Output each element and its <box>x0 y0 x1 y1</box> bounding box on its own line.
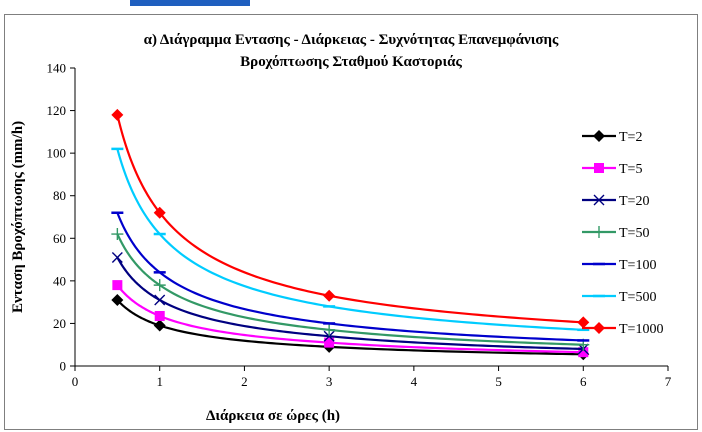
series-t-1000 <box>111 108 590 329</box>
y-tick-label: 80 <box>53 188 66 203</box>
legend-entry: T=2 <box>582 130 642 145</box>
data-point <box>153 319 166 332</box>
legend: T=2 T=5 T=20 T=50 T=100 T=500 T=1000 <box>582 130 663 337</box>
series-t-50 <box>111 228 590 351</box>
data-point <box>153 206 166 219</box>
legend-label: T=20 <box>619 194 649 209</box>
series-line <box>116 212 584 342</box>
legend-entry: T=1000 <box>582 322 663 337</box>
series-line <box>116 233 584 346</box>
data-point <box>111 294 124 307</box>
x-tick-label: 4 <box>411 374 418 389</box>
chart-frame <box>4 14 698 430</box>
legend-entry: T=100 <box>582 258 656 273</box>
series-line <box>116 148 584 331</box>
chart-title-line-1: α) Διάγραμμα Εντασης - Διάρκειας - Συχνό… <box>144 32 559 48</box>
legend-entry: T=50 <box>582 226 649 241</box>
axes: 0 1 2 3 4 5 6 7 0 20 40 60 80 100 120 140 <box>47 61 672 390</box>
x-tick-label: 3 <box>326 374 333 389</box>
data-point <box>578 347 589 358</box>
data-point <box>111 228 124 241</box>
x-tick-label: 2 <box>241 374 248 389</box>
legend-entry: T=5 <box>582 162 642 177</box>
legend-marker <box>593 130 605 142</box>
legend-label: T=1000 <box>619 322 663 337</box>
data-point <box>323 323 336 336</box>
series-t-500 <box>111 147 590 332</box>
series-line <box>116 299 584 356</box>
x-tick-label: 6 <box>580 374 587 389</box>
legend-entry: T=500 <box>582 290 656 305</box>
x-tick-label: 5 <box>495 374 502 389</box>
y-tick-label: 120 <box>47 103 67 118</box>
y-tick-label: 140 <box>47 61 67 76</box>
y-tick-label: 60 <box>53 231 66 246</box>
y-tick-label: 40 <box>53 273 66 288</box>
y-tick-label: 100 <box>47 146 67 161</box>
data-point <box>154 294 166 306</box>
series-layer <box>111 108 590 361</box>
y-axis-label: Ενταση Βροχόπτωσης (mm/h) <box>10 121 26 313</box>
data-point <box>112 280 123 291</box>
legend-label: T=500 <box>619 290 656 305</box>
data-point <box>154 310 165 321</box>
top-decoration <box>130 0 250 6</box>
y-tick-label: 20 <box>53 316 66 331</box>
series-line <box>116 114 584 324</box>
series-line <box>116 256 584 351</box>
series-t-100 <box>111 211 590 342</box>
legend-label: T=100 <box>619 258 656 273</box>
data-point <box>111 251 123 263</box>
legend-marker <box>593 322 605 334</box>
legend-label: T=5 <box>619 162 642 177</box>
chart-title-line-2: Βροχόπτωσης Σταθμού Καστοριάς <box>240 54 462 70</box>
series-t-20 <box>111 251 589 355</box>
legend-marker <box>593 194 605 206</box>
x-tick-label: 0 <box>72 374 79 389</box>
data-point <box>323 330 335 342</box>
legend-label: T=50 <box>619 226 649 241</box>
data-point <box>111 108 124 121</box>
x-tick-label: 1 <box>156 374 163 389</box>
legend-label: T=2 <box>619 130 642 145</box>
data-point <box>577 316 590 329</box>
series-t-5 <box>112 280 589 358</box>
x-tick-label: 7 <box>665 374 672 389</box>
legend-marker <box>593 226 605 238</box>
legend-entry: T=20 <box>582 194 649 209</box>
y-tick-label: 0 <box>60 359 67 374</box>
data-point <box>323 289 336 302</box>
x-axis-label: Διάρκεια σε ώρες (h) <box>206 408 340 424</box>
data-point <box>324 337 335 348</box>
data-point <box>153 279 166 292</box>
series-line <box>116 284 584 354</box>
legend-marker <box>594 163 604 173</box>
